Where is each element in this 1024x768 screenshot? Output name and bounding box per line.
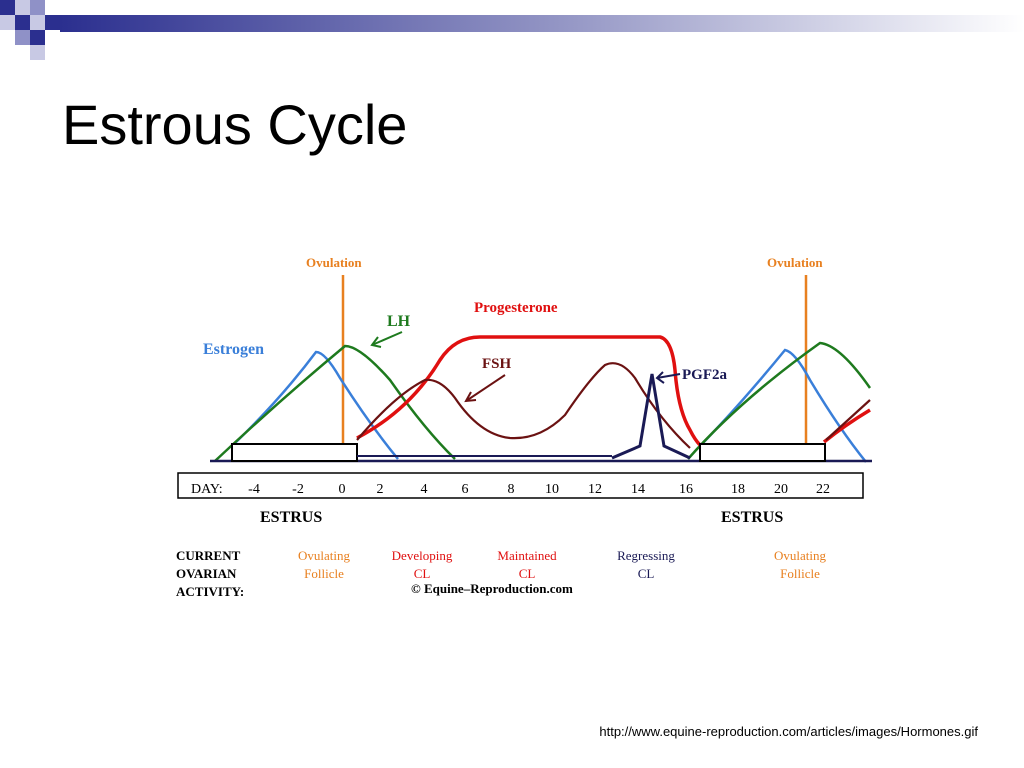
slide-title: Estrous Cycle [62, 93, 408, 156]
lh-label: LH [387, 313, 411, 330]
fsh-curve [356, 362, 691, 449]
activity-entries: Ovulating Follicle Developing CL Maintai… [298, 548, 826, 581]
day-tick: 20 [774, 482, 788, 497]
estrus-label-left: ESTRUS [260, 509, 322, 526]
activity-4-line2: CL [638, 566, 655, 581]
activity-3-line1: Maintained [497, 548, 557, 563]
estrus-box-right [699, 443, 826, 462]
activity-heading: CURRENT OVARIAN ACTIVITY: [176, 548, 244, 599]
day-label: DAY: [191, 482, 223, 497]
activity-2-line2: CL [414, 566, 431, 581]
day-tick: -2 [292, 482, 304, 497]
day-tick: 6 [462, 482, 469, 497]
pgf2a-label: PGF2a [682, 367, 727, 383]
lh-curve-1 [214, 344, 456, 462]
day-ruler [177, 472, 864, 499]
pgf2a-arrow-icon [655, 371, 681, 384]
pgf2a-curve [611, 373, 691, 460]
activity-1-line2: Follicle [304, 566, 344, 581]
day-tick: 8 [508, 482, 515, 497]
fsh-label: FSH [482, 356, 512, 372]
day-tick: 22 [816, 482, 830, 497]
day-tick: 12 [588, 482, 602, 497]
svg-text:CURRENT: CURRENT [176, 548, 241, 563]
svg-text:OVARIAN: OVARIAN [176, 566, 237, 581]
source-url: http://www.equine-reproduction.com/artic… [599, 724, 978, 739]
ovulation-label-right: Ovulation [767, 255, 823, 270]
progesterone-label: Progesterone [474, 300, 558, 316]
lh-arrow-icon [370, 331, 403, 348]
day-tick: 16 [679, 482, 693, 497]
estrus-label-right: ESTRUS [721, 509, 783, 526]
day-tick: 0 [339, 482, 346, 497]
ovulation-label-left: Ovulation [306, 255, 362, 270]
activity-5-line2: Follicle [780, 566, 820, 581]
title-decoration [0, 0, 1024, 60]
estrogen-label: Estrogen [203, 341, 264, 358]
progesterone-curve [356, 335, 702, 447]
estrogen-curve-2 [699, 348, 867, 463]
activity-4-line1: Regressing [617, 548, 675, 563]
estrus-box-left [231, 443, 358, 462]
day-tick: 18 [731, 482, 745, 497]
day-ticks: -4 -2 0 2 4 6 8 10 12 14 16 18 20 22 [248, 482, 830, 497]
day-tick: 10 [545, 482, 559, 497]
day-tick: 4 [421, 482, 428, 497]
activity-5-line1: Ovulating [774, 548, 826, 563]
activity-3-line2: CL [519, 566, 536, 581]
activity-1-line1: Ovulating [298, 548, 350, 563]
copyright: © Equine–Reproduction.com [411, 581, 573, 596]
svg-text:ACTIVITY:: ACTIVITY: [176, 584, 244, 599]
lh-curve-2 [687, 341, 872, 460]
fsh-rise-right [825, 399, 871, 441]
day-tick: 14 [631, 482, 645, 497]
fsh-arrow-icon [464, 374, 506, 403]
estrogen-curve-1 [231, 350, 399, 460]
activity-2-line1: Developing [392, 548, 453, 563]
day-tick: -4 [248, 482, 260, 497]
day-tick: 2 [377, 482, 384, 497]
